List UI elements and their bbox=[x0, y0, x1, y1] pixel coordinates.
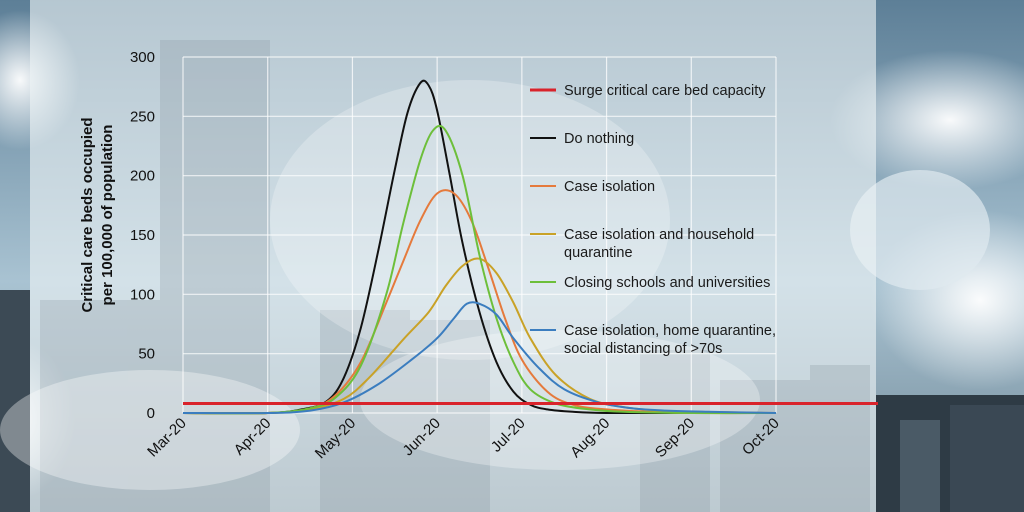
y-axis-label-line: per 100,000 of population bbox=[99, 125, 116, 306]
y-axis-label: Critical care beds occupied per 100,000 o… bbox=[79, 117, 116, 312]
x-tick-label: May-20 bbox=[312, 415, 359, 462]
y-tick-label: 0 bbox=[147, 405, 155, 422]
series-line-3 bbox=[182, 124, 777, 415]
series-lines bbox=[182, 79, 777, 415]
y-axis-ticks: 0 50 100 150 200 250 300 bbox=[130, 49, 155, 422]
x-tick-label: Aug-20 bbox=[567, 415, 613, 461]
y-tick-label: 50 bbox=[138, 346, 155, 363]
legend: Surge critical care bed capacity Do nothi… bbox=[530, 83, 776, 357]
x-tick-label: Apr-20 bbox=[231, 415, 275, 459]
legend-label: Case isolation and household bbox=[564, 227, 754, 243]
x-axis-ticks: Mar-20 Apr-20 May-20 Jun-20 Jul-20 Aug-20 Sep-… bbox=[144, 415, 783, 462]
x-tick-label: Sep-20 bbox=[652, 415, 698, 461]
legend-label: social distancing of >70s bbox=[564, 341, 722, 357]
legend-label: Do nothing bbox=[564, 131, 634, 147]
series-line-0 bbox=[182, 79, 776, 415]
x-tick-label: Jun-20 bbox=[400, 415, 444, 459]
legend-label: Closing schools and universities bbox=[564, 275, 770, 291]
legend-label: Surge critical care bed capacity bbox=[564, 83, 766, 99]
x-tick-label: Jul-20 bbox=[488, 415, 529, 456]
y-tick-label: 300 bbox=[130, 49, 155, 66]
series-line-1 bbox=[182, 189, 777, 415]
series-line-4 bbox=[182, 301, 777, 415]
y-tick-label: 250 bbox=[130, 108, 155, 125]
legend-label: Case isolation, home quarantine, bbox=[564, 323, 776, 339]
legend-label: Case isolation bbox=[564, 179, 655, 195]
y-tick-label: 100 bbox=[130, 286, 155, 303]
y-tick-label: 200 bbox=[130, 168, 155, 185]
y-tick-label: 150 bbox=[130, 227, 155, 244]
legend-label: quarantine bbox=[564, 245, 633, 261]
y-axis-label-line: Critical care beds occupied bbox=[79, 117, 96, 312]
x-tick-label: Oct-20 bbox=[739, 415, 783, 459]
